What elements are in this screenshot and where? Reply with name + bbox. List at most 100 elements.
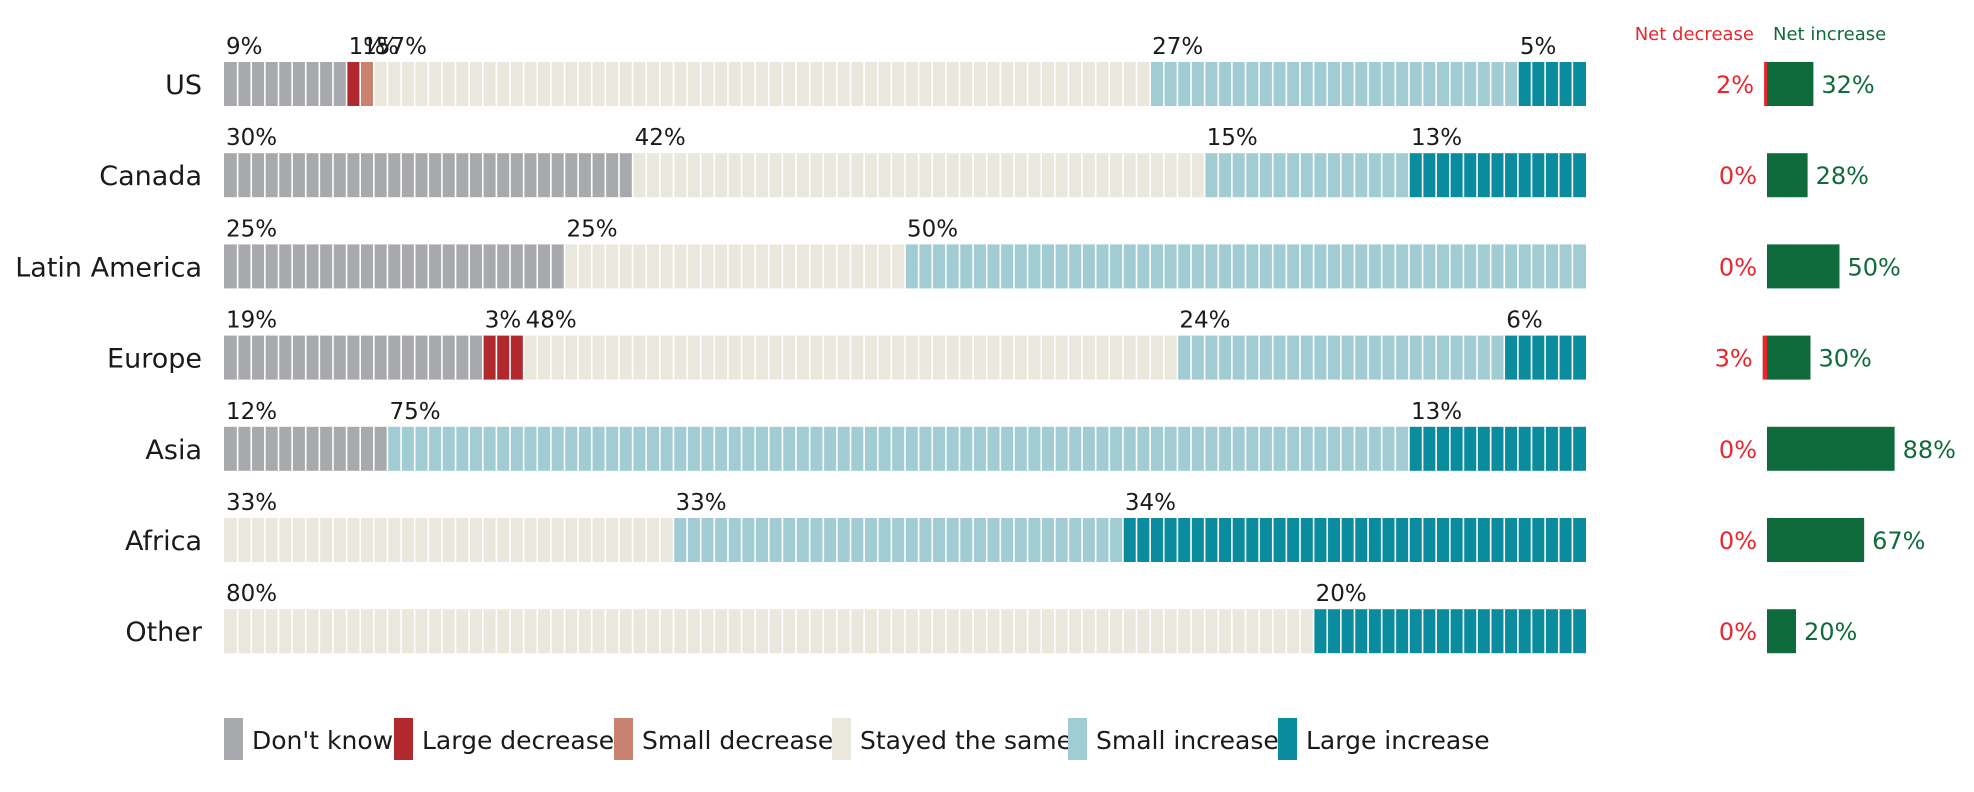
row-label: Europe <box>107 344 202 375</box>
legend-swatch <box>1068 718 1087 760</box>
bar-row-canada: Canada 30% 42% 15% 13% <box>99 125 1586 198</box>
bar-stripes <box>236 153 1574 198</box>
row-label: Latin America <box>15 252 202 283</box>
segment-value-label: 80% <box>226 581 277 607</box>
bar-row-latin-america: Latin America 25% 25% 50% <box>15 216 1586 289</box>
segment-value-label: 25% <box>226 216 277 242</box>
legend-swatch <box>1278 718 1297 760</box>
legend-label: Large increase <box>1306 726 1490 755</box>
legend-item-large-increase: Large increase <box>1278 718 1490 760</box>
bar-segment-large-increase <box>1408 153 1586 198</box>
bar-segment-large-decrease <box>346 62 361 106</box>
legend-swatch <box>832 718 851 760</box>
net-increase-value: 50% <box>1848 253 1901 281</box>
legend: Don't know Large decrease Small decrease St… <box>224 718 1490 760</box>
segment-value-label: 57% <box>376 34 427 60</box>
legend-item-small-decrease: Small decrease <box>614 718 833 760</box>
segment-value-label: 9% <box>226 34 263 60</box>
net-decrease-value: 3% <box>1715 345 1753 373</box>
segment-value-label: 5% <box>1520 34 1557 60</box>
net-decrease-header: Net decrease <box>1635 24 1754 45</box>
net-increase-bar <box>1767 335 1811 380</box>
segment-value-label: 33% <box>226 490 277 516</box>
segment-value-label: 42% <box>635 125 686 151</box>
legend-swatch <box>614 718 633 760</box>
net-decrease-value: 0% <box>1719 253 1757 281</box>
segment-value-label: 24% <box>1179 308 1230 334</box>
legend-label: Small decrease <box>642 726 833 755</box>
net-increase-value: 88% <box>1903 436 1956 464</box>
net-decrease-bar <box>1764 62 1767 106</box>
bar-segment-small-increase <box>387 426 1409 471</box>
bar-segment-stayed-the-same <box>373 62 1151 106</box>
net-increase-value: 30% <box>1819 345 1872 373</box>
bar-segment-small-increase <box>1150 62 1518 106</box>
net-row-asia: 0% 88% <box>1719 426 1956 471</box>
row-label: Other <box>125 617 203 648</box>
net-increase-value: 67% <box>1872 527 1925 555</box>
row-label: Africa <box>125 526 202 557</box>
bar-segment-small-decrease <box>360 62 374 106</box>
legend-item-stayed-the-same: Stayed the same <box>832 718 1072 760</box>
bars-layer: US 9% 1%1%57% 27% 5% Canada 30% 42% 15% 13% Latin … <box>15 34 1586 654</box>
bar-row-asia: Asia 12% 75% 13% <box>145 399 1586 471</box>
bar-segment-stayed-the-same <box>224 518 674 562</box>
segment-value-label: 20% <box>1316 581 1367 607</box>
segment-value-label: 6% <box>1506 308 1543 334</box>
bar-row-other: Other 80% 20% <box>125 581 1586 654</box>
net-row-other: 0% 20% <box>1719 609 1857 654</box>
legend-swatch <box>224 718 243 760</box>
segment-value-label: 12% <box>226 399 277 425</box>
net-increase-bar <box>1767 609 1796 654</box>
net-increase-bar <box>1767 518 1865 562</box>
net-increase-bar <box>1767 62 1814 106</box>
segment-value-label: 13% <box>1411 125 1462 151</box>
net-decrease-value: 0% <box>1719 436 1757 464</box>
bar-stripes <box>236 62 1574 106</box>
legend-label: Small increase <box>1096 726 1279 755</box>
row-label: Canada <box>99 161 202 192</box>
segment-value-label: 25% <box>567 216 618 242</box>
net-increase-bar <box>1767 153 1808 198</box>
segment-value-label: 19% <box>226 308 277 334</box>
bar-segment-stayed-the-same <box>564 244 905 289</box>
legend-item-don-t-know: Don't know <box>224 718 393 760</box>
legend-label: Stayed the same <box>860 726 1072 755</box>
net-decrease-value: 0% <box>1719 162 1757 190</box>
segment-value-label: 33% <box>675 490 726 516</box>
bar-segment-don-t-know <box>224 335 483 380</box>
net-increase-value: 20% <box>1804 618 1857 646</box>
net-increase-bar <box>1767 426 1895 471</box>
bar-segment-don-t-know <box>224 244 565 289</box>
segment-value-label: 3% <box>485 308 522 334</box>
net-increase-bar <box>1767 244 1840 289</box>
segment-value-label: 1% <box>362 34 399 60</box>
bar-stripes <box>236 609 1574 654</box>
net-row-canada: 0% 28% <box>1719 153 1869 198</box>
row-label: US <box>165 70 202 101</box>
bar-row-africa: Africa 33% 33% 34% <box>125 490 1586 562</box>
bar-row-us: US 9% 1%1%57% 27% 5% <box>165 34 1586 106</box>
segment-value-label: 34% <box>1125 490 1176 516</box>
net-increase-header: Net increase <box>1773 24 1886 45</box>
segment-value-label: 48% <box>526 308 577 334</box>
segment-value-label: 15% <box>1207 125 1258 151</box>
bar-stripes <box>236 335 1574 380</box>
legend-label: Don't know <box>252 726 393 755</box>
net-row-us: 2% 32% <box>1716 62 1875 106</box>
segment-value-label: 50% <box>907 216 958 242</box>
segment-value-label: 13% <box>1411 399 1462 425</box>
net-increase-value: 32% <box>1821 71 1874 99</box>
segment-value-label: 27% <box>1152 34 1203 60</box>
net-row-europe: 3% 30% <box>1715 335 1872 380</box>
net-decrease-value: 0% <box>1719 618 1757 646</box>
net-row-latin-america: 0% 50% <box>1719 244 1901 289</box>
bar-stripes <box>236 244 1574 289</box>
legend-swatch <box>394 718 413 760</box>
bar-segment-large-decrease <box>482 335 524 380</box>
bar-segment-small-increase <box>1204 153 1409 198</box>
row-label: Asia <box>145 435 202 466</box>
net-decrease-value: 0% <box>1719 527 1757 555</box>
legend-item-large-decrease: Large decrease <box>394 718 614 760</box>
